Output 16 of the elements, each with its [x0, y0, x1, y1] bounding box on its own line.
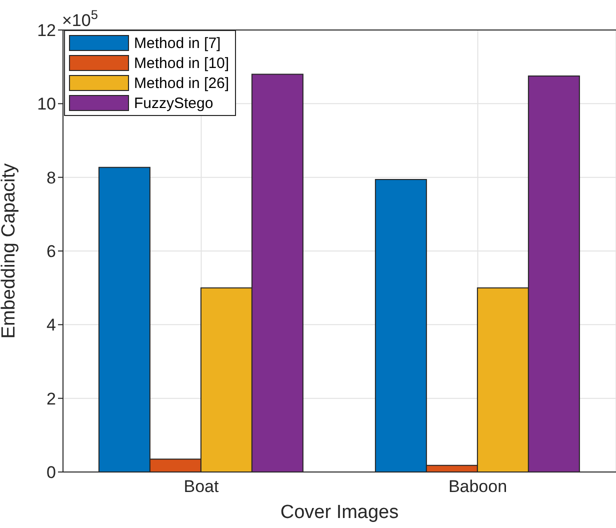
legend-label: Method in [10]: [134, 54, 230, 72]
y-axis-title: Embedding Capacity: [0, 162, 20, 339]
y-tick-label: 4: [46, 316, 56, 335]
y-tick-label: 8: [46, 168, 56, 188]
legend-label: Method in [7]: [134, 34, 221, 52]
y-tick-label: 2: [46, 389, 56, 408]
x-axis-title: Cover Images: [280, 502, 399, 523]
y-tick-label: 0: [46, 463, 56, 482]
x-tick-label: Baboon: [448, 477, 508, 496]
y-tick-label: 10: [37, 94, 56, 114]
annotation: ×10$^{5}$: [62, 6, 98, 30]
legend-label: FuzzyStego: [134, 94, 214, 112]
y-tick-label: 6: [46, 242, 56, 262]
y-tick-label: 12: [37, 21, 56, 40]
x-tick-label: Boat: [184, 477, 220, 496]
legend-label: Method in [26]: [134, 74, 230, 92]
